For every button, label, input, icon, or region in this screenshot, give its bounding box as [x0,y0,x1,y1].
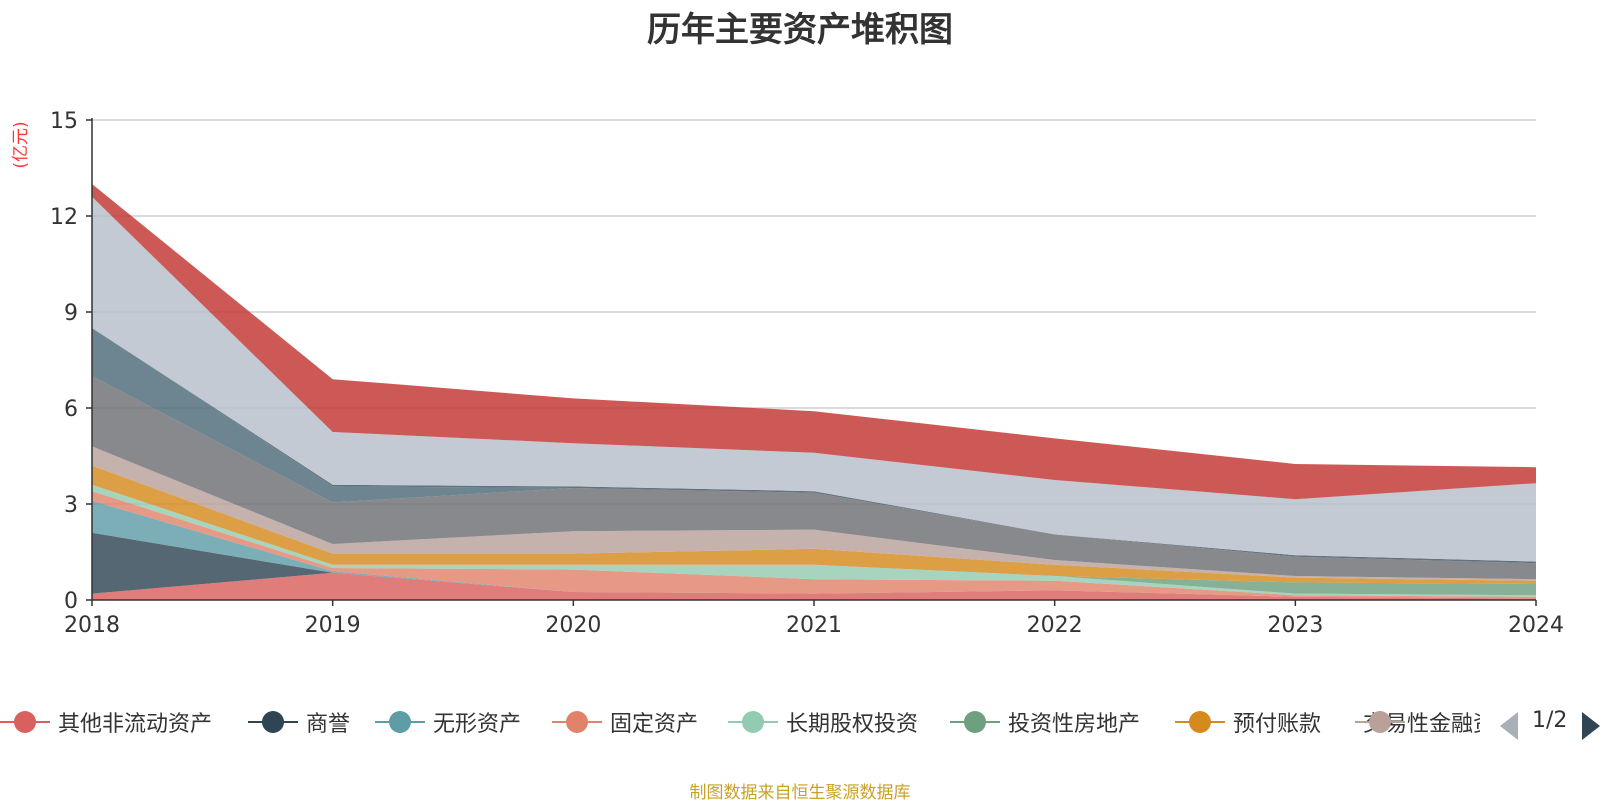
x-tick-label: 2024 [1508,613,1564,638]
legend-label: 预付账款 [1233,712,1322,737]
legend-marker-icon [950,704,1000,740]
area-series [92,184,1536,600]
legend-marker-icon [0,704,50,740]
y-tick-label: 3 [64,493,78,518]
y-tick-label: 9 [64,301,78,326]
legend-label: 无形资产 [433,712,522,737]
legend-item[interactable]: 投资性房地产 [950,704,1140,740]
y-tick-label: 0 [64,589,78,614]
axes: 0 3 6 9 12 15 2018 2019 2020 2021 2022 2023 2024 [50,109,1564,638]
area-series-0 [92,572,1536,600]
x-tick-label: 2019 [305,613,361,638]
area-series-8 [92,376,1536,580]
page-indicator: 1/2 [1532,708,1568,733]
area-series-11 [92,196,1536,562]
legend-item[interactable]: 商誉 [248,704,350,740]
legend-marker-icon [728,704,778,740]
area-series-4 [92,484,1536,597]
y-tick-label: 6 [64,397,78,422]
legend-marker-icon [1175,704,1225,740]
y-axis-label: (亿元) [11,121,31,168]
area-series-3 [92,491,1536,599]
legend-marker-icon [552,704,602,740]
legend-item[interactable]: 其他非流动资产 [0,704,212,740]
legend-label: 其他非流动资产 [58,712,213,737]
next-page-icon[interactable] [1582,712,1600,740]
x-tick-label: 2022 [1027,613,1083,638]
legend-label: 固定资产 [610,712,699,737]
source-footer: 制图数据来自恒生聚源数据库 [689,783,911,803]
x-tick-label: 2018 [64,613,120,638]
x-tick-label: 2021 [786,613,842,638]
legend-item[interactable]: 无形资产 [375,704,521,740]
legend: 其他非流动资产 商誉 无形资产 固定资产 长期股权投资 投资性房地产 预付账款 交易性金融资产 [0,704,1600,740]
chart-title: 历年主要资产堆积图 [647,10,953,50]
legend-item[interactable]: 固定资产 [552,704,698,740]
x-tick-label: 2020 [545,613,601,638]
legend-label: 长期股权投资 [786,712,919,737]
legend-pager: 1/2 [1500,708,1600,740]
legend-label: 投资性房地产 [1008,712,1141,737]
prev-page-icon[interactable] [1500,712,1518,740]
legend-item[interactable]: 长期股权投资 [728,704,918,740]
legend-marker-icon [248,704,298,740]
area-series-5 [92,484,1536,596]
legend-label: 商誉 [306,712,351,737]
area-series-12 [92,184,1536,500]
legend-item[interactable]: 交易性金融资产 [1355,704,1480,740]
y-tick-label: 15 [50,109,78,134]
legend-marker-icon [375,704,425,740]
x-tick-label: 2023 [1267,613,1323,638]
area-series-6 [92,465,1536,584]
legend-item[interactable]: 预付账款 [1175,704,1321,740]
area-series-7 [92,446,1536,581]
y-tick-label: 12 [50,205,78,230]
